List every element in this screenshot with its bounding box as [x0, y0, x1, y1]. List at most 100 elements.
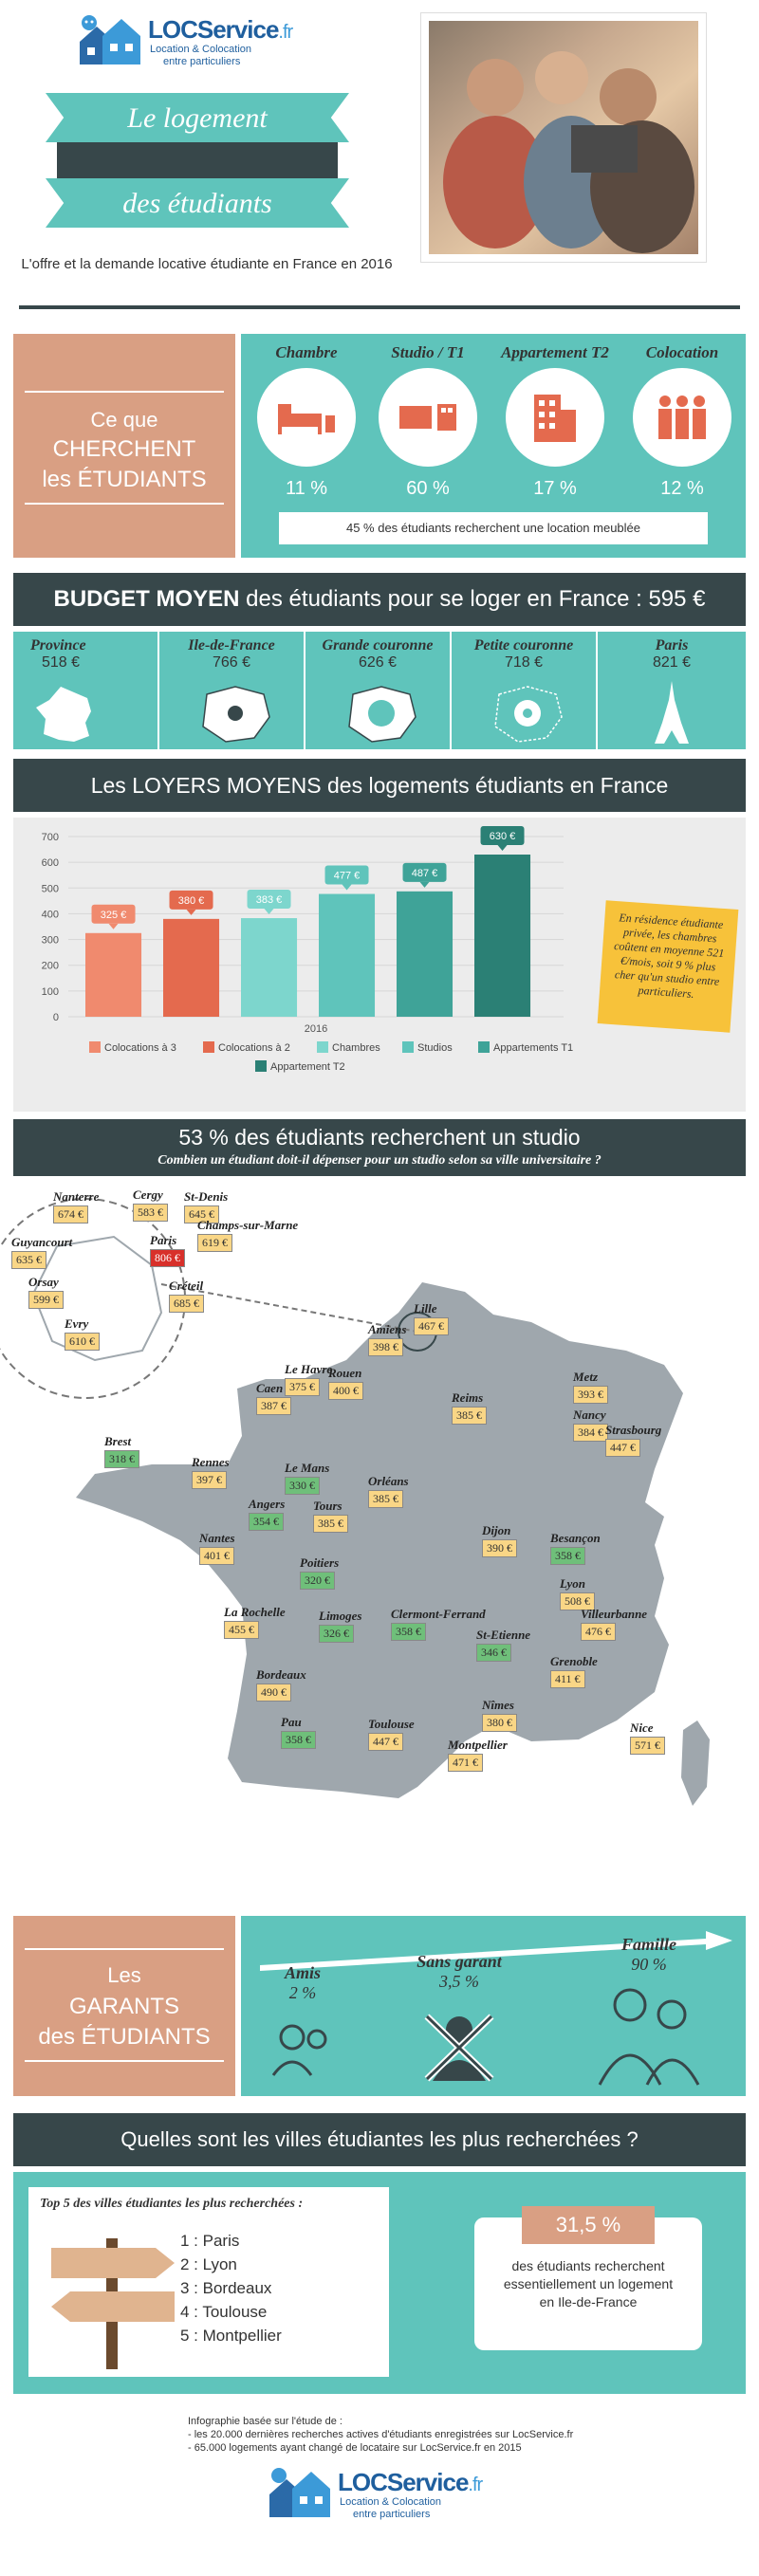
garants-heading-2: GARANTS: [68, 1994, 179, 2019]
city-price: 674 €: [53, 1205, 88, 1224]
garants-heading-3: des ÉTUDIANTS: [38, 2024, 211, 2050]
garant-label: Famille: [621, 1935, 676, 1954]
city-price: 635 €: [11, 1251, 46, 1269]
city-price: 385 €: [368, 1490, 403, 1508]
city-price: 806 €: [150, 1249, 185, 1267]
city-tag: Rouen 400 €: [328, 1366, 363, 1400]
data-label: 487 €: [412, 868, 438, 879]
footer-brand-logo[interactable]: LOCService.fr Location & Colocation entr…: [266, 2466, 493, 2523]
region-value: 718 €: [504, 654, 544, 671]
footer: Infographie basée sur l'étude de : - les…: [0, 2405, 759, 2576]
budget-heading-bold: BUDGET MOYEN: [53, 586, 240, 612]
villes-section: Quelles sont les villes étudiantes les p…: [13, 2113, 746, 2394]
city-price: 320 €: [300, 1572, 335, 1590]
search-item-colocation: Colocation 12 %: [626, 343, 738, 500]
footer-source: Infographie basée sur l'étude de : - les…: [188, 2415, 573, 2455]
loyers-heading-pre: Les: [90, 773, 133, 798]
bar-4: [319, 893, 376, 1017]
region-name: Ile-de-France: [188, 637, 275, 653]
city-name: Lyon: [560, 1576, 585, 1591]
people-icon: [633, 368, 731, 467]
city-tag: Angers 354 €: [249, 1497, 285, 1531]
y-tick-label: 100: [42, 986, 59, 998]
data-label: 630 €: [490, 831, 516, 842]
city-name: Clermont-Ferrand: [391, 1607, 486, 1621]
brand-logo[interactable]: LOCService.fr Location & Colocation entr…: [76, 13, 304, 70]
region-petite-couronne: Petite couronne 718 €: [452, 632, 598, 749]
title-ribbon-1: [46, 93, 349, 142]
city-name: Dijon: [482, 1523, 511, 1537]
eiffel-tower-icon: [655, 681, 689, 744]
footer-tagline-2: entre particuliers: [353, 2509, 431, 2520]
students-photo: [421, 13, 706, 262]
garant-sans: Sans garant 3,5 %: [393, 1952, 526, 1992]
studio-section: 53 % des étudiants recherchent un studio…: [13, 1119, 746, 1176]
top5-item: 1 : Paris: [180, 2232, 240, 2250]
legend-label: Colocations à 2: [218, 1042, 290, 1054]
garant-pct: 90 %: [631, 1955, 667, 1974]
city-price: 400 €: [328, 1382, 363, 1400]
rent-bar-chart: 0 100 200 300 400 500 600 700 325 € 380 € 383 € 477…: [42, 826, 573, 1073]
title-line-2: des étudiants: [122, 188, 272, 219]
brand-tagline-2: entre particuliers: [163, 56, 241, 67]
loyers-heading-bar: Les LOYERS MOYENS des logements étudiant…: [13, 759, 746, 812]
city-tag: Poitiers 320 €: [300, 1555, 339, 1590]
petite-couronne-icon: [494, 686, 563, 743]
bar-3: [241, 918, 298, 1017]
budget-heading-bar: BUDGET MOYEN des étudiants pour se loger…: [13, 573, 746, 626]
region-value: 626 €: [358, 654, 398, 671]
search-heading-1: Ce que: [90, 408, 158, 432]
city-name: Tours: [313, 1499, 342, 1513]
title-ribbon-2: [46, 178, 349, 228]
city-name: Le Havre: [285, 1362, 333, 1376]
growth-arrow-icon: [260, 1931, 732, 1971]
friends-icon: [271, 2024, 327, 2076]
region-value: 518 €: [42, 654, 81, 671]
city-price: 645 €: [184, 1205, 219, 1224]
legend-label: Chambres: [332, 1042, 380, 1054]
title-line-1: Le logement: [127, 102, 268, 134]
city-name: Villeurbanne: [581, 1607, 648, 1621]
subtitle: L'offre et la demande locative étudiante…: [21, 256, 393, 272]
city-name: Nanterre: [53, 1189, 100, 1204]
city-name: Paris: [150, 1233, 177, 1247]
search-item-pct: 12 %: [660, 478, 704, 499]
city-name: Nice: [630, 1720, 654, 1735]
data-label-pointer: [186, 909, 196, 915]
city-price: 385 €: [452, 1407, 487, 1425]
city-price: 447 €: [605, 1439, 640, 1457]
y-tick-label: 500: [42, 883, 59, 894]
data-label-box: [480, 826, 525, 845]
idf-city-tag: Evry 610 €: [65, 1316, 100, 1351]
city-price: 393 €: [573, 1386, 608, 1404]
studio-heading: 53 % des étudiants recherchent un studio: [178, 1125, 581, 1150]
region-value: 766 €: [212, 654, 251, 671]
data-label: 325 €: [101, 910, 127, 921]
city-tag: Caen 387 €: [256, 1381, 291, 1415]
top5-title: Top 5 des villes étudiantes les plus rec…: [40, 2197, 304, 2211]
legend-label: Appartement T2: [270, 1061, 345, 1073]
city-tag: Montpellier 471 €: [448, 1738, 508, 1772]
legend-swatch: [402, 1041, 414, 1053]
legend-label: Appartements T1: [493, 1042, 573, 1054]
studio-subheading: Combien un étudiant doit-il dépenser pou…: [157, 1153, 602, 1168]
top5-item: 3 : Bordeaux: [180, 2279, 272, 2297]
garants-heading-frame: [25, 1948, 224, 2062]
villes-body: Top 5 des villes étudiantes les plus rec…: [13, 2172, 746, 2394]
top5-card: Top 5 des villes étudiantes les plus rec…: [28, 2187, 389, 2377]
data-label-pointer: [419, 881, 430, 888]
idf-stat-text: des étudiants recherchent essentiellemen…: [503, 2258, 674, 2309]
garant-label: Amis: [284, 1963, 321, 1982]
city-price: 385 €: [313, 1515, 348, 1533]
data-label-box: [247, 890, 291, 910]
idf-stat-value: 31,5 %: [522, 2206, 655, 2244]
data-label: 477 €: [334, 871, 361, 882]
idf-city-tag: St-Denis 645 €: [184, 1189, 228, 1224]
city-price: 380 €: [482, 1714, 517, 1732]
city-name: Bordeaux: [256, 1667, 306, 1682]
building-icon: [506, 368, 604, 467]
city-price: 467 €: [414, 1317, 449, 1335]
y-tick-label: 400: [42, 909, 59, 920]
city-tag: Lille 467 €: [414, 1301, 449, 1335]
ribbon-fold: [57, 142, 338, 180]
